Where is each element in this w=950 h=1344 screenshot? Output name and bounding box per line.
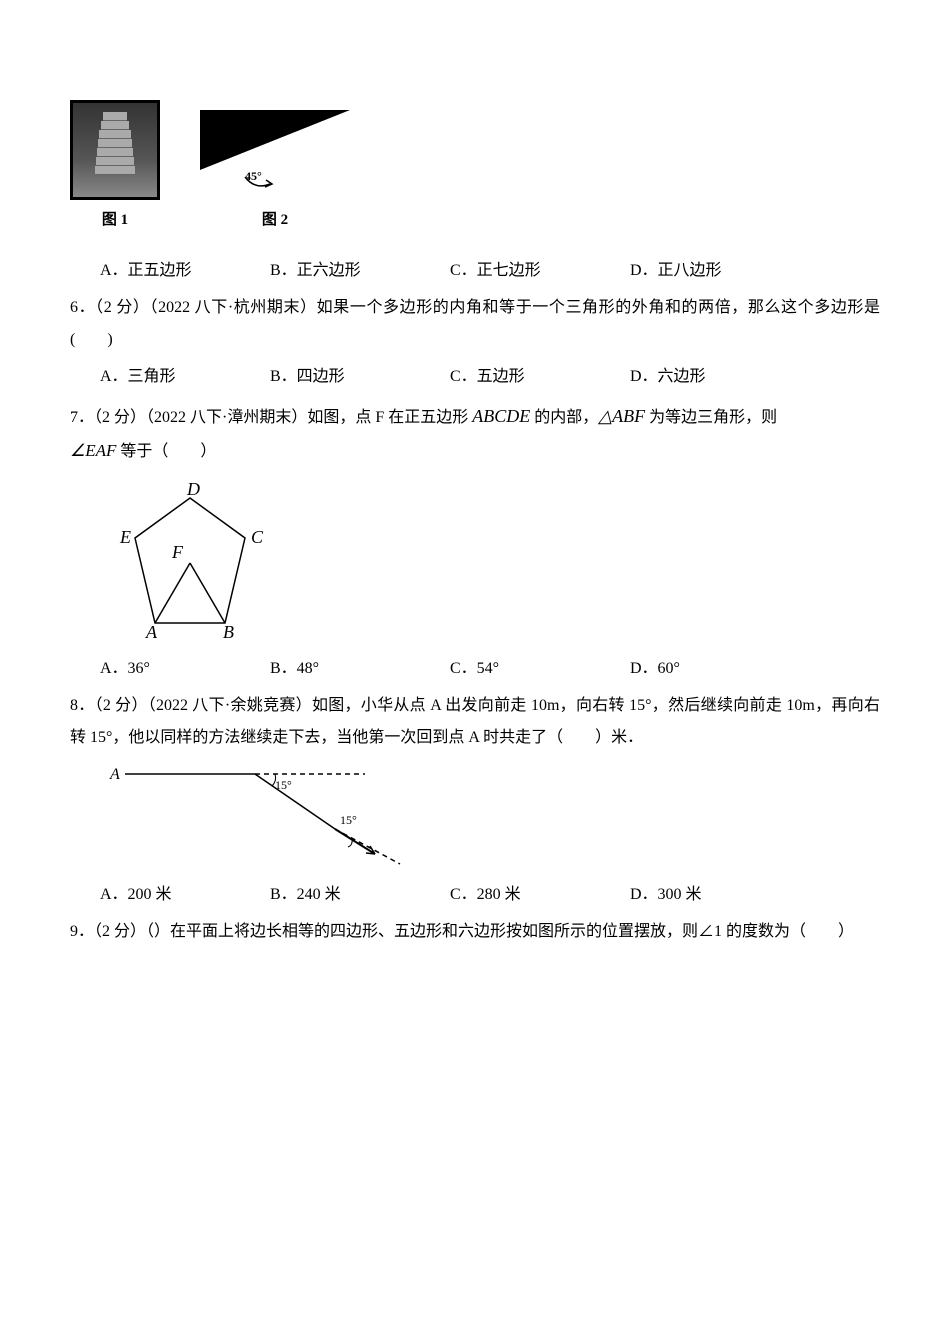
q7-option-a: A．36° [100,653,270,685]
q7-mid1: 的内部， [530,409,598,426]
label-f: F [171,542,184,562]
figure-1-box: 图 1 [70,100,160,235]
q7-option-b: B．48° [270,653,450,685]
q5-options: A．正五边形 B．正六边形 C．正七边形 D．正八边形 [70,255,880,287]
q6-option-d: D．六边形 [630,361,800,393]
q5-option-a: A．正五边形 [100,255,270,287]
label-d: D [186,483,200,499]
triangle-icon [200,110,350,170]
segment-3 [335,829,375,854]
q6-text: 6．（2 分）（2022 八下·杭州期末）如果一个多边形的内角和等于一个三角形的… [70,292,880,356]
figures-row: 图 1 45° 图 2 [70,100,880,235]
angle-arc-icon [240,172,280,192]
q8-option-b: B．240 米 [270,879,450,911]
q7-abcde: ABCDE [472,406,530,426]
label-c: C [251,527,264,547]
q8-option-a: A．200 米 [100,879,270,911]
q7-prefix: 7．（2 分）（2022 八下·漳州期末）如图，点 F 在正五边形 [70,409,472,426]
q7-text: 7．（2 分）（2022 八下·漳州期末）如图，点 F 在正五边形 ABCDE … [70,398,880,468]
figure-2-image: 45° [190,110,360,200]
q5-option-c: C．正七边形 [450,255,630,287]
figure-1-image [70,100,160,200]
label-e: E [119,527,131,547]
figure-1-caption: 图 1 [102,205,128,235]
q8-options: A．200 米 B．240 米 C．280 米 D．300 米 [70,879,880,911]
q8-text: 8．（2 分）（2022 八下·余姚竞赛）如图，小华从点 A 出发向前走 10m… [70,690,880,754]
q8-option-c: C．280 米 [450,879,630,911]
q8-option-d: D．300 米 [630,879,800,911]
pagoda-icon [95,112,135,182]
figure-2-box: 45° 图 2 [190,110,360,235]
q6-option-a: A．三角形 [100,361,270,393]
q5-option-b: B．正六边形 [270,255,450,287]
q6-option-b: B．四边形 [270,361,450,393]
walk-figure: A 15° 15° [100,759,420,869]
q6-options: A．三角形 B．四边形 C．五边形 D．六边形 [70,361,880,393]
q9-text: 9．（2 分）（）在平面上将边长相等的四边形、五边形和六边形按如图所示的位置摆放… [70,916,880,948]
q7-option-c: C．54° [450,653,630,685]
pentagon-figure: D E C A B F [105,483,265,643]
q7-options: A．36° B．48° C．54° D．60° [70,653,880,685]
segment-2 [255,774,335,829]
q5-option-d: D．正八边形 [630,255,800,287]
q7-abf: △ABF [598,406,645,426]
pentagon-shape [135,498,245,623]
pentagon-svg: D E C A B F [105,483,265,643]
angle-label-1: 15° [275,778,292,792]
line-bf [190,563,225,623]
q7-suffix: 等于（ ） [116,443,216,460]
angle-label-2: 15° [340,813,357,827]
label-walk-a: A [109,766,120,783]
q6-option-c: C．五边形 [450,361,630,393]
label-b: B [223,622,234,642]
walk-svg: A 15° 15° [100,759,420,869]
line-af [155,563,190,623]
q7-option-d: D．60° [630,653,800,685]
q7-mid2: 为等边三角形，则 [645,409,777,426]
label-a: A [145,622,158,642]
q7-eaf: ∠EAF [70,441,116,460]
figure-2-caption: 图 2 [262,205,288,235]
